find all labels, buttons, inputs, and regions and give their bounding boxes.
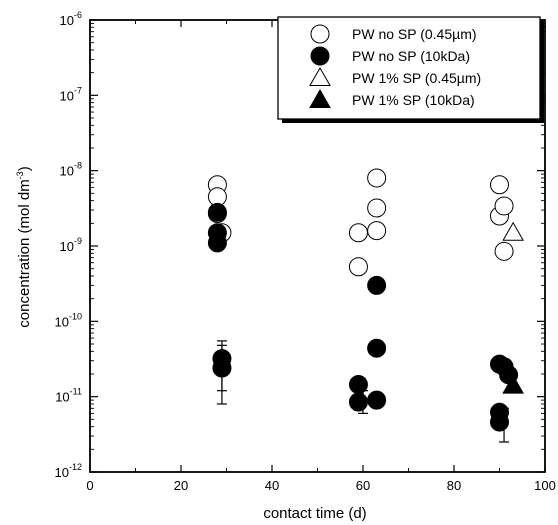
data-point-series-0 [367, 198, 387, 218]
data-point-series-0 [348, 257, 368, 277]
axes: 0 20 40 60 80 100 10-12 10-11 10-10 10-9 10-8 10-7 1… [55, 10, 556, 493]
x-tick-label: 20 [174, 478, 188, 493]
legend-marker-2 [309, 66, 331, 86]
data-point-series-1 [490, 412, 509, 432]
x-tick-label: 60 [356, 478, 370, 493]
legend-marker-0 [310, 24, 330, 44]
data-point-series-1 [367, 338, 387, 358]
x-tick-label: 100 [534, 478, 556, 493]
y-tick-label: 10-6 [60, 10, 82, 28]
data-point-series-1 [348, 392, 368, 412]
legend-label-0: PW no SP (0.45µm) [352, 26, 477, 42]
y-tick-label: 10-7 [60, 85, 82, 103]
y-axis-title: concentration (mol dm-3) [15, 166, 33, 327]
data-point-series-2 [502, 221, 525, 241]
y-tick-label: 10-10 [55, 311, 82, 329]
data-point-series-1 [367, 390, 387, 410]
legend-label-2: PW 1% SP (0.45µm) [352, 70, 481, 86]
y-tick-label: 10-8 [60, 161, 82, 179]
data-point-series-0 [367, 221, 387, 241]
data-marks [207, 168, 525, 443]
legend-label-1: PW no SP (10kDa) [352, 48, 470, 64]
legend-marker-1 [310, 46, 330, 66]
data-point-series-0 [494, 241, 514, 261]
data-point-series-1 [348, 375, 368, 395]
legend-marker-3 [309, 88, 331, 108]
y-tick-label: 10-11 [55, 387, 82, 405]
data-point-series-0 [490, 175, 509, 195]
data-point-series-1 [207, 233, 227, 253]
data-point-series-1 [367, 275, 387, 295]
data-point-series-3 [502, 374, 525, 394]
y-tick-label: 10-9 [60, 236, 82, 254]
x-tick-label: 0 [86, 478, 93, 493]
legend-label-3: PW 1% SP (10kDa) [352, 92, 475, 108]
legend: PW no SP (0.45µm) PW no SP (10kDa) PW 1% S… [277, 16, 544, 123]
data-point-series-0 [348, 223, 368, 243]
data-point-series-0 [367, 168, 387, 188]
data-point-series-0 [494, 196, 514, 216]
y-tick-label: 10-12 [55, 462, 82, 480]
x-tick-label: 80 [447, 478, 461, 493]
data-point-series-1 [207, 202, 227, 222]
data-point-series-1 [212, 358, 232, 378]
x-axis-title: contact time (d) [263, 505, 366, 522]
x-tick-label: 40 [265, 478, 279, 493]
